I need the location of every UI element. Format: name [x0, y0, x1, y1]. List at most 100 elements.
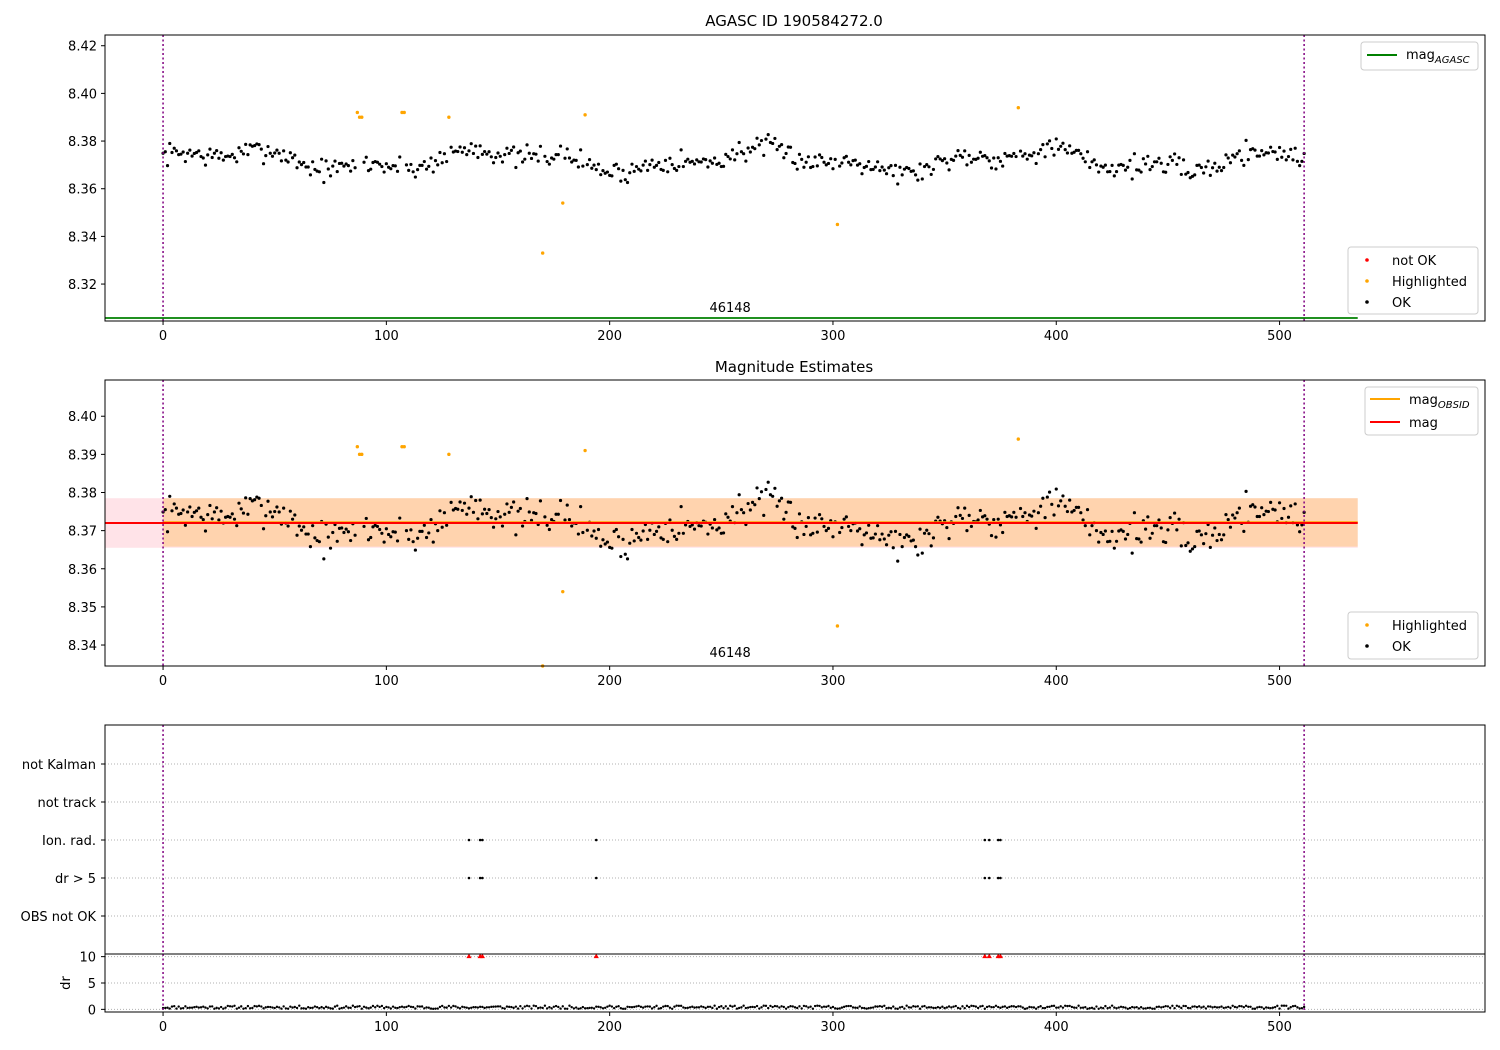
dr-point	[670, 1007, 674, 1010]
ok-point	[998, 523, 1003, 527]
ok-point	[744, 159, 748, 163]
ok-point	[282, 506, 286, 510]
ok-point	[1199, 533, 1204, 537]
ok-point	[494, 517, 498, 521]
dr-outlier-marker	[997, 953, 1004, 959]
ok-point	[815, 164, 819, 168]
ok-point	[1039, 148, 1043, 152]
ok-point	[496, 509, 500, 514]
highlighted-point	[447, 115, 451, 119]
ok-point	[1032, 151, 1036, 155]
dr-point	[280, 1007, 283, 1010]
ok-point	[791, 525, 795, 529]
dr-point	[425, 1006, 428, 1009]
dr-point	[327, 1006, 330, 1009]
dr-point	[787, 1005, 790, 1009]
dr-point	[1276, 1004, 1279, 1008]
dr-point	[164, 1006, 167, 1010]
dr-point	[204, 1006, 207, 1009]
dr-point	[1079, 1006, 1083, 1009]
ok-point	[1289, 147, 1293, 151]
ok-point	[505, 502, 509, 506]
y-tick-label: 5	[88, 977, 96, 992]
x-tick-label: 200	[597, 1020, 622, 1035]
ok-point	[1199, 165, 1204, 170]
ok-point	[456, 507, 460, 511]
ok-point	[500, 524, 505, 528]
ok-point	[1034, 161, 1038, 166]
dr-point	[1202, 1005, 1205, 1008]
ok-point	[1132, 152, 1137, 156]
ok-point	[679, 148, 683, 152]
ok-point	[788, 145, 793, 149]
ok-point	[460, 508, 464, 513]
ok-point	[989, 533, 994, 538]
dr-point	[1099, 1006, 1103, 1009]
ok-point	[427, 164, 431, 168]
ok-point	[882, 168, 886, 172]
dr-outlier-marker	[479, 953, 485, 959]
ok-point	[753, 503, 757, 507]
dr-point	[409, 1005, 413, 1009]
ok-point	[960, 155, 965, 159]
ok-point	[632, 539, 636, 543]
dr-point	[612, 1006, 616, 1010]
ok-point	[1213, 161, 1217, 165]
ok-point	[730, 148, 735, 152]
dr-point	[856, 1006, 859, 1010]
dr-point	[655, 1004, 658, 1008]
ok-point	[324, 159, 328, 163]
ok-point	[1295, 523, 1300, 527]
highlighted-point	[360, 115, 364, 119]
dr-point	[474, 1006, 477, 1009]
ok-point	[692, 162, 697, 166]
ok-point	[518, 506, 522, 511]
dr-point	[907, 1006, 911, 1009]
dr-point	[767, 1006, 770, 1010]
ok-point	[266, 144, 270, 149]
dr-point	[954, 1004, 957, 1008]
dr-point	[1204, 1007, 1208, 1010]
ok-point	[1237, 506, 1241, 510]
ok-point	[822, 524, 826, 529]
ok-point	[692, 527, 697, 531]
dr-point	[825, 1005, 828, 1009]
ok-point	[188, 505, 192, 509]
ok-point	[422, 523, 426, 527]
dr-point	[1043, 1006, 1047, 1010]
ok-point	[194, 509, 199, 513]
ok-point	[815, 530, 819, 534]
ok-point	[1056, 147, 1061, 151]
legend-label: not OK	[1392, 254, 1437, 269]
ok-point	[1226, 517, 1230, 522]
dr-point	[898, 1006, 902, 1009]
ok-point	[259, 503, 263, 508]
dr-point	[693, 1006, 696, 1009]
ok-point	[873, 532, 877, 536]
ok-point	[326, 167, 330, 171]
ok-point	[735, 152, 739, 156]
ok-point	[232, 156, 237, 160]
ok-point	[1076, 148, 1081, 152]
ok-point	[261, 527, 266, 531]
ok-point	[172, 146, 176, 150]
flag-point	[999, 838, 1002, 842]
ok-point	[427, 531, 431, 535]
ok-point	[652, 532, 656, 537]
dr-point	[1211, 1006, 1214, 1009]
ok-point	[380, 531, 384, 535]
dr-point	[999, 1006, 1002, 1010]
ok-point	[536, 159, 540, 163]
ok-point	[742, 511, 746, 515]
ok-point	[1222, 165, 1226, 170]
ok-point	[891, 174, 895, 178]
dr-point	[813, 1004, 817, 1008]
ok-point	[273, 509, 277, 514]
ok-point	[887, 166, 891, 170]
ok-point	[170, 509, 174, 513]
ok-point	[1177, 156, 1181, 160]
dr-point	[1048, 1005, 1051, 1008]
ok-point	[902, 535, 907, 540]
ok-point	[663, 158, 668, 162]
